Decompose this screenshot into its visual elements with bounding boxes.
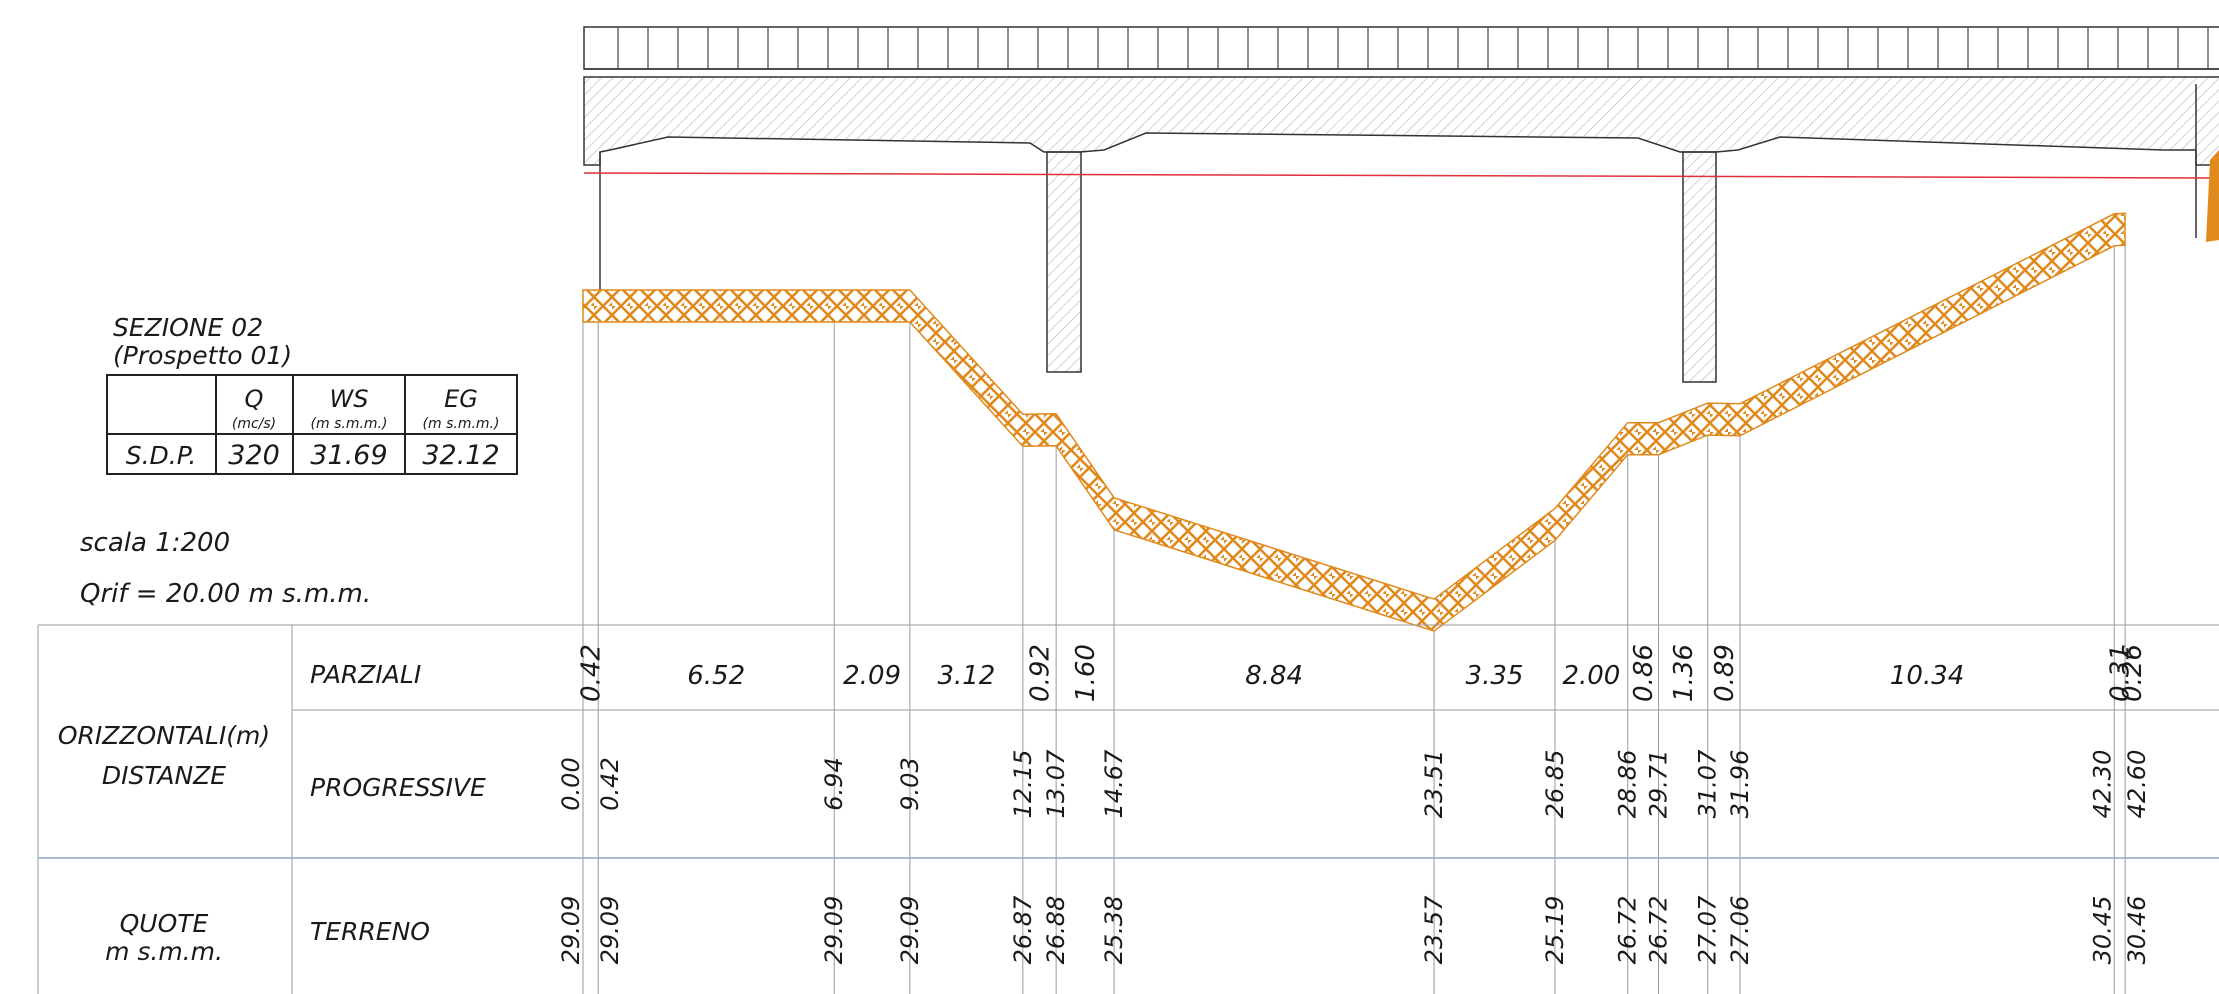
partial-value: 3.12 bbox=[937, 661, 995, 691]
table-header-ws: WS bbox=[330, 385, 369, 413]
partial-value: 10.34 bbox=[1890, 661, 1964, 691]
partial-value: 0.86 bbox=[1629, 644, 1659, 702]
table-unit-eg: (m s.m.m.) bbox=[423, 416, 500, 432]
terrain-value: 29.09 bbox=[896, 896, 924, 965]
bridge-deck bbox=[583, 26, 2219, 166]
progressive-value: 14.67 bbox=[1100, 749, 1128, 818]
partial-value: 0.26 bbox=[2118, 644, 2148, 702]
table-unit-ws: (m s.m.m.) bbox=[311, 416, 388, 432]
partial-value: 0.89 bbox=[1710, 644, 1740, 702]
table-row-label: S.D.P. bbox=[126, 441, 197, 470]
table-unit-q: (mc/s) bbox=[232, 416, 276, 432]
pier-left bbox=[1046, 151, 1082, 373]
partial-value: 2.09 bbox=[843, 661, 901, 691]
progressive-value: 31.96 bbox=[1726, 750, 1754, 819]
terrain-value: 29.09 bbox=[820, 896, 848, 965]
progressive-value: 23.51 bbox=[1420, 750, 1448, 819]
partial-value: 1.60 bbox=[1071, 644, 1101, 702]
terrain-value: 25.19 bbox=[1541, 896, 1569, 965]
progressive-value: 9.03 bbox=[896, 757, 924, 810]
scale-label: scala 1:200 bbox=[80, 528, 230, 558]
group-heights-label-1: QUOTE bbox=[120, 909, 209, 938]
partial-value: 1.36 bbox=[1669, 644, 1699, 702]
progressive-value: 0.42 bbox=[596, 757, 624, 810]
group-horizontal-label-2: DISTANZE bbox=[102, 761, 226, 790]
progressive-value: 13.07 bbox=[1042, 749, 1070, 818]
terrain-value: 27.07 bbox=[1694, 895, 1722, 964]
row-label-terrain: TERRENO bbox=[310, 917, 430, 946]
progressive-value: 26.85 bbox=[1541, 750, 1569, 819]
hydraulics-table: Q WS EG (mc/s) (m s.m.m.) (m s.m.m.) S.D… bbox=[106, 374, 518, 475]
terrain-profile bbox=[582, 212, 2126, 632]
progressive-value: 29.71 bbox=[1645, 750, 1673, 819]
partial-value: 0.42 bbox=[577, 644, 607, 702]
terrain-elevations: 29.09 29.09 29.09 29.09 26.87 26.88 25.38 23.57… bbox=[557, 895, 2151, 964]
progressive-value: 31.07 bbox=[1694, 749, 1722, 818]
terrain-value: 30.45 bbox=[2088, 896, 2116, 965]
data-table-grid bbox=[37, 624, 2219, 994]
terrain-value: 23.57 bbox=[1420, 895, 1448, 964]
progressive-value: 42.60 bbox=[2123, 750, 2151, 819]
partial-value: 3.35 bbox=[1466, 661, 1524, 691]
deck-slab-hatch bbox=[583, 76, 2219, 166]
progressive-value: 0.00 bbox=[557, 757, 585, 810]
progressive-distances: 0.00 0.42 6.94 9.03 12.15 13.07 14.67 23.51 26.8… bbox=[557, 749, 2151, 818]
group-horizontal-label-1: ORIZZONTALI(m) bbox=[58, 721, 270, 750]
progressive-value: 6.94 bbox=[820, 757, 848, 810]
terrain-value: 26.88 bbox=[1042, 896, 1070, 965]
row-label-partials: PARZIALI bbox=[310, 660, 421, 689]
terrain-value: 30.46 bbox=[2123, 896, 2151, 965]
terrain-value: 25.38 bbox=[1100, 896, 1128, 965]
table-value-ws: 31.69 bbox=[310, 440, 387, 471]
pier-right bbox=[1682, 151, 1717, 383]
piers bbox=[599, 84, 2197, 383]
terrain-value: 26.87 bbox=[1009, 895, 1037, 964]
row-label-progressive: PROGRESSIVE bbox=[310, 773, 486, 802]
terrain-value: 29.09 bbox=[596, 896, 624, 965]
partial-value: 2.00 bbox=[1562, 661, 1620, 691]
table-header-eg: EG bbox=[444, 385, 478, 413]
terrain-value: 26.72 bbox=[1645, 896, 1673, 965]
terrain-value: 27.06 bbox=[1726, 896, 1754, 965]
partial-value: 8.84 bbox=[1245, 661, 1303, 691]
section-subtitle: (Prospetto 01) bbox=[113, 341, 292, 370]
partial-value: 0.31 bbox=[2106, 644, 2136, 702]
progressive-value: 28.86 bbox=[1614, 750, 1642, 819]
section-title: SEZIONE 02 bbox=[113, 313, 263, 342]
right-abutment-orange bbox=[2206, 150, 2219, 242]
group-heights-label-2: m s.m.m. bbox=[105, 937, 223, 966]
terrain-value: 26.72 bbox=[1614, 896, 1642, 965]
reference-elevation: Qrif = 20.00 m s.m.m. bbox=[80, 579, 371, 609]
partial-value: 0.92 bbox=[1026, 644, 1056, 702]
deck-parapet-ticks bbox=[617, 27, 2209, 69]
partial-distances: 0.42 6.52 2.09 3.12 0.92 1.60 8.84 3.35 2.00 0.86… bbox=[577, 644, 2149, 702]
terrain-value: 29.09 bbox=[557, 896, 585, 965]
progressive-value: 12.15 bbox=[1009, 750, 1037, 819]
table-value-eg: 32.12 bbox=[422, 440, 499, 471]
station-lines bbox=[582, 245, 2126, 994]
progressive-value: 42.30 bbox=[2088, 750, 2116, 819]
table-value-q: 320 bbox=[228, 440, 280, 471]
table-header-q: Q bbox=[245, 385, 264, 413]
partial-value: 6.52 bbox=[687, 661, 745, 691]
water-surface-line bbox=[583, 172, 2219, 179]
